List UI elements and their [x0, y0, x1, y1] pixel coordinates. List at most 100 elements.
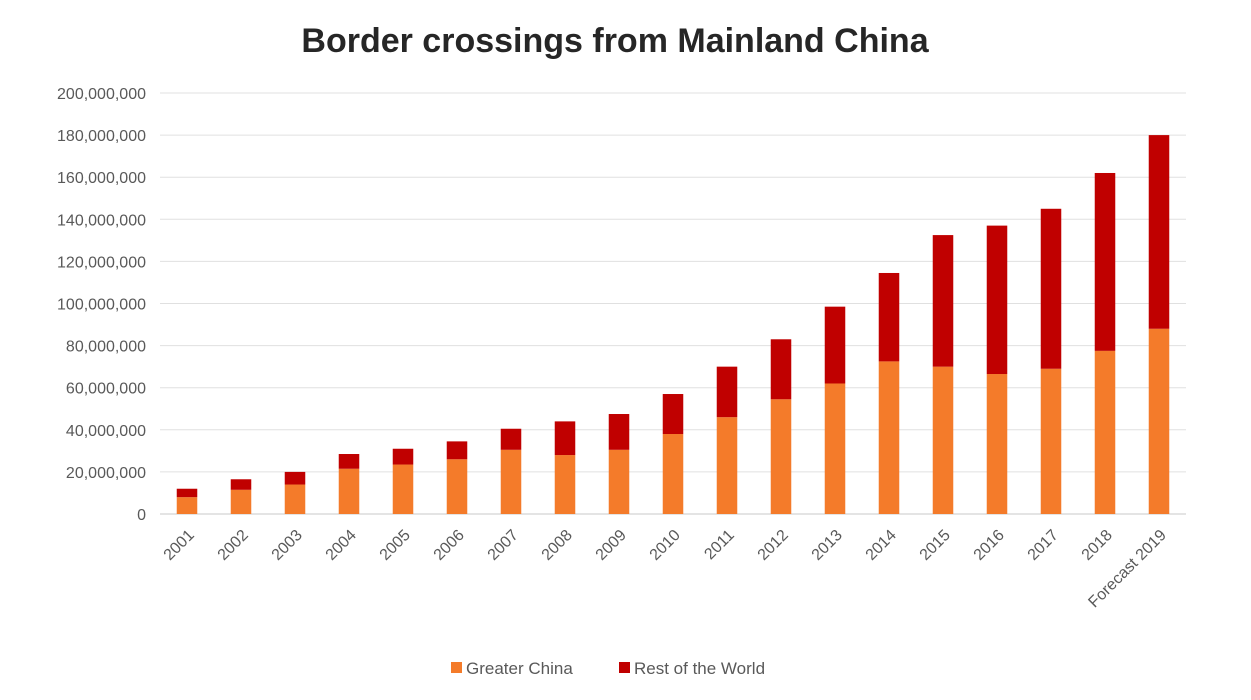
bar-segment-greater-china	[1148, 328, 1170, 514]
bar-segment-greater-china	[554, 455, 576, 514]
bar-segment-greater-china	[1094, 350, 1116, 514]
bar-segment-greater-china	[878, 361, 900, 514]
bar-segment-rest-of-the-world	[500, 428, 522, 450]
y-tick-label: 40,000,000	[66, 423, 146, 440]
bar-segment-greater-china	[338, 468, 360, 514]
x-tick-label: 2002	[215, 527, 252, 564]
bar-segment-greater-china	[824, 383, 846, 514]
y-tick-label: 0	[137, 507, 146, 524]
x-tick-label: 2005	[377, 527, 414, 564]
x-tick-label: 2015	[917, 527, 954, 564]
bar-segment-greater-china	[284, 484, 306, 514]
x-tick-label: 2016	[971, 527, 1008, 564]
bar-segment-greater-china	[500, 449, 522, 514]
bar-segment-rest-of-the-world	[338, 454, 360, 469]
x-tick-label: 2014	[863, 527, 900, 564]
x-axis-tick-labels: 2001 2002 2003 2004 2005 2006 2007 2008 2009 2010…	[161, 527, 1170, 611]
bar-stack	[1148, 135, 1170, 514]
bar-segment-greater-china	[716, 417, 738, 514]
x-tick-label: 2010	[647, 527, 684, 564]
x-tick-label: 2004	[323, 527, 360, 564]
legend-label: Rest of the World	[634, 659, 765, 678]
bar-segment-rest-of-the-world	[554, 421, 576, 456]
legend-swatch	[619, 662, 630, 673]
y-tick-label: 100,000,000	[57, 297, 146, 314]
bar-stack	[932, 235, 954, 514]
bar-stack	[1094, 172, 1116, 514]
bar-stack	[716, 366, 738, 514]
bar-stack	[1040, 208, 1062, 514]
bar-stack	[176, 488, 198, 514]
bar-segment-greater-china	[230, 489, 252, 514]
bar-stack	[392, 448, 414, 514]
bar-segment-rest-of-the-world	[446, 441, 468, 460]
chart-title: Border crossings from Mainland China	[301, 22, 929, 60]
bar-segment-rest-of-the-world	[392, 448, 414, 465]
y-axis-tick-labels: 0 20,000,000 40,000,000 60,000,000 80,000,00…	[57, 86, 146, 524]
bar-segment-greater-china	[608, 449, 630, 514]
x-tick-label: 2006	[431, 527, 468, 564]
x-tick-label: 2011	[701, 527, 737, 563]
bar-segment-greater-china	[770, 399, 792, 514]
bar-segment-rest-of-the-world	[932, 235, 954, 367]
bar-segment-rest-of-the-world	[1094, 172, 1116, 351]
x-tick-label: 2017	[1025, 527, 1062, 564]
bar-stack	[338, 454, 360, 514]
x-tick-label: 2009	[593, 527, 630, 564]
bar-segment-greater-china	[446, 459, 468, 514]
x-tick-label: 2003	[269, 527, 306, 564]
bar-stack	[446, 441, 468, 514]
bar-segment-greater-china	[932, 366, 954, 514]
bar-segment-rest-of-the-world	[770, 339, 792, 400]
legend-label: Greater China	[466, 659, 573, 678]
y-tick-label: 200,000,000	[57, 86, 146, 103]
bar-segment-rest-of-the-world	[1040, 208, 1062, 369]
bar-stack	[986, 225, 1008, 514]
bar-segment-rest-of-the-world	[878, 272, 900, 362]
bar-segment-rest-of-the-world	[986, 225, 1008, 375]
x-tick-label: 2018	[1079, 527, 1116, 564]
bar-segment-greater-china	[662, 434, 684, 514]
legend-item: Greater China	[451, 659, 573, 678]
x-tick-label: 2008	[539, 527, 576, 564]
bar-segment-rest-of-the-world	[1148, 135, 1170, 329]
y-tick-label: 20,000,000	[66, 465, 146, 482]
bar-segment-rest-of-the-world	[608, 414, 630, 450]
bar-stack	[554, 421, 576, 514]
legend-item: Rest of the World	[619, 659, 765, 678]
y-tick-label: 140,000,000	[57, 212, 146, 229]
y-tick-label: 60,000,000	[66, 381, 146, 398]
bar-stack	[500, 428, 522, 514]
x-tick-label: 2001	[161, 527, 198, 564]
bar-stack	[608, 414, 630, 514]
y-tick-label: 80,000,000	[66, 339, 146, 356]
bar-stack	[878, 272, 900, 514]
bar-segment-greater-china	[986, 374, 1008, 514]
gridlines	[160, 92, 1186, 515]
bar-segment-greater-china	[1040, 368, 1062, 514]
bar-segment-greater-china	[392, 464, 414, 514]
legend: Greater China Rest of the World	[451, 659, 765, 678]
y-tick-label: 180,000,000	[57, 128, 146, 145]
bar-segment-rest-of-the-world	[284, 471, 306, 485]
legend-swatch	[451, 662, 462, 673]
x-tick-label: 2007	[485, 527, 522, 564]
bar-stack	[284, 471, 306, 514]
bar-segment-greater-china	[176, 497, 198, 514]
bar-stack	[662, 394, 684, 514]
y-tick-label: 120,000,000	[57, 254, 146, 271]
bar-segment-rest-of-the-world	[662, 394, 684, 435]
bar-stack	[770, 339, 792, 514]
bar-segment-rest-of-the-world	[176, 488, 198, 498]
bar-stack	[230, 479, 252, 514]
bar-segment-rest-of-the-world	[230, 479, 252, 490]
y-tick-label: 160,000,000	[57, 170, 146, 187]
bar-segment-rest-of-the-world	[824, 306, 846, 384]
x-tick-label: 2013	[809, 527, 846, 564]
x-tick-label: 2012	[755, 527, 792, 564]
bars	[176, 135, 1170, 514]
bar-segment-rest-of-the-world	[716, 366, 738, 418]
bar-stack	[824, 306, 846, 514]
